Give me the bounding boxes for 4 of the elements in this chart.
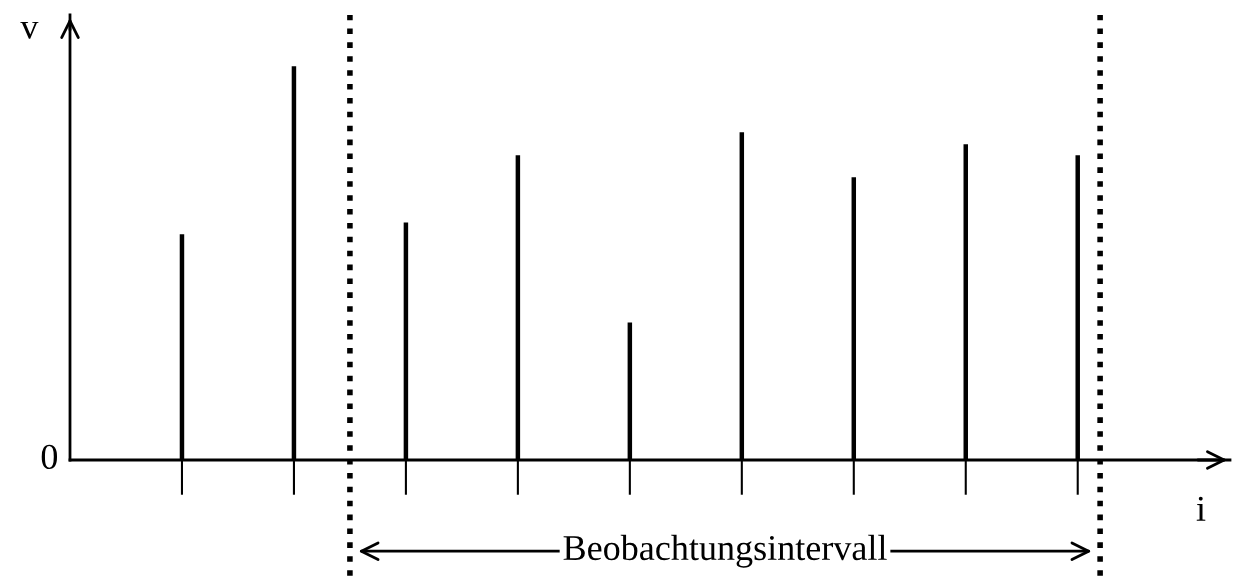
x-axis-title: i bbox=[1196, 496, 1206, 521]
text: 0 bbox=[41, 444, 58, 470]
text: Beobachtungsintervall bbox=[563, 534, 887, 568]
y-axis-title: v bbox=[20, 21, 39, 39]
